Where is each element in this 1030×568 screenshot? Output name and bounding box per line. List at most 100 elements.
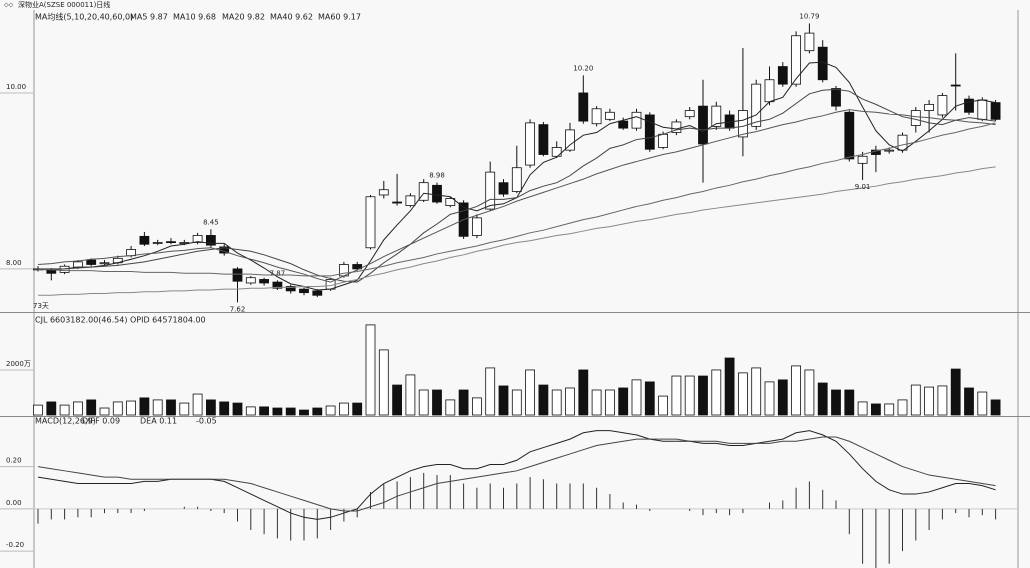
indicator-line bbox=[38, 122, 996, 277]
volume-bar bbox=[192, 393, 203, 416]
legend-item: DEA 0.11 bbox=[140, 417, 177, 426]
candle-body bbox=[764, 79, 775, 103]
volume-bar bbox=[605, 389, 615, 416]
volume-bar bbox=[698, 375, 708, 416]
candle-body bbox=[711, 105, 722, 127]
candle-body bbox=[126, 249, 136, 257]
y-tick-label: -0.20 bbox=[6, 541, 24, 549]
volume-bar bbox=[46, 401, 57, 416]
candle-body bbox=[498, 182, 509, 195]
candle-body bbox=[698, 105, 708, 145]
volume-bar bbox=[578, 369, 589, 416]
volume-bar bbox=[684, 375, 695, 416]
volume-bar bbox=[285, 407, 296, 416]
volume-bar bbox=[937, 385, 948, 416]
indicator-line bbox=[37, 109, 996, 283]
y-tick-label: 0.00 bbox=[6, 499, 22, 507]
candle-body bbox=[950, 84, 961, 87]
price-annotation: 7.87 bbox=[270, 269, 286, 277]
chart-title: 深物业A(SZSE 000011)日线 bbox=[18, 0, 110, 9]
volume-bar bbox=[485, 367, 496, 416]
volume-bar bbox=[884, 403, 895, 416]
volume-bar bbox=[658, 395, 668, 416]
volume-bar bbox=[591, 389, 602, 416]
candle-body bbox=[312, 290, 323, 296]
volume-bar bbox=[671, 375, 682, 416]
legend-item: MA均线(5,10,20,40,60,0) bbox=[35, 12, 133, 22]
volume-bar bbox=[232, 402, 243, 416]
volume-bar bbox=[857, 401, 868, 416]
volume-bar bbox=[139, 397, 150, 416]
candle-body bbox=[897, 134, 908, 151]
legend-item: MA10 9.68 bbox=[173, 13, 216, 22]
candle-body bbox=[910, 110, 921, 126]
volume-bar bbox=[977, 391, 988, 416]
y-tick-label: 0.20 bbox=[6, 457, 22, 465]
price-annotation: 8.98 bbox=[429, 172, 445, 180]
price-annotation: 9.01 bbox=[855, 183, 871, 191]
volume-bar bbox=[764, 381, 775, 416]
candle-body bbox=[405, 195, 416, 206]
candle-body bbox=[418, 182, 429, 201]
volume-bar bbox=[924, 386, 934, 416]
candle-body bbox=[245, 277, 256, 284]
volume-bar bbox=[618, 387, 629, 416]
volume-bar bbox=[511, 389, 522, 416]
volume-bar bbox=[871, 403, 881, 416]
volume-bar bbox=[325, 405, 336, 416]
volume-bar bbox=[844, 389, 855, 416]
candle-body bbox=[299, 288, 309, 294]
candle-body bbox=[844, 111, 855, 160]
candle-body bbox=[924, 103, 934, 111]
candle-body bbox=[445, 198, 456, 206]
candle-body bbox=[205, 235, 216, 246]
volume-bar bbox=[538, 384, 549, 416]
candle-body bbox=[551, 147, 562, 157]
candle-body bbox=[977, 99, 988, 120]
candle-body bbox=[511, 167, 522, 192]
legend-item: MA20 9.82 bbox=[222, 13, 265, 22]
candle-body bbox=[285, 286, 296, 292]
legend-item: MA60 9.17 bbox=[318, 13, 361, 22]
volume-bar bbox=[525, 369, 535, 416]
candle-body bbox=[658, 133, 668, 148]
volume-bar bbox=[179, 402, 190, 416]
volume-bar bbox=[445, 399, 456, 416]
volume-bar bbox=[33, 404, 43, 416]
volume-bar bbox=[338, 402, 349, 416]
y-tick-label: 2000万 bbox=[6, 360, 31, 368]
volume-bar bbox=[644, 381, 655, 416]
volume-bar bbox=[378, 349, 389, 416]
candle-body bbox=[578, 92, 589, 122]
candle-body bbox=[605, 111, 615, 120]
candle-body bbox=[644, 114, 655, 150]
volume-bar bbox=[897, 399, 908, 416]
volume-bar bbox=[352, 402, 363, 416]
legend-item: CJL 6603182.00(46.54) bbox=[35, 316, 127, 325]
volume-bar bbox=[498, 385, 509, 416]
candle-body bbox=[232, 268, 243, 282]
volume-bar bbox=[964, 387, 974, 416]
candle-body bbox=[671, 121, 682, 133]
price-annotation: 7.62 bbox=[230, 305, 246, 313]
candle-body bbox=[884, 149, 895, 152]
candle-body bbox=[937, 95, 948, 116]
legend-item: -0.05 bbox=[196, 417, 217, 426]
volume-bar bbox=[418, 389, 429, 416]
candle-body bbox=[751, 83, 762, 127]
volume-bar bbox=[392, 384, 403, 416]
legend-item: OPID 64571804.00 bbox=[130, 316, 206, 325]
volume-bar bbox=[73, 401, 83, 416]
candle-body bbox=[73, 261, 83, 268]
volume-bar bbox=[166, 399, 176, 416]
candle-body bbox=[352, 264, 363, 270]
volume-bar bbox=[817, 382, 828, 416]
candle-body bbox=[152, 242, 163, 244]
candle-body bbox=[392, 201, 403, 204]
candle-body bbox=[86, 259, 97, 265]
volume-bar bbox=[711, 369, 722, 416]
volume-bar bbox=[804, 369, 815, 416]
